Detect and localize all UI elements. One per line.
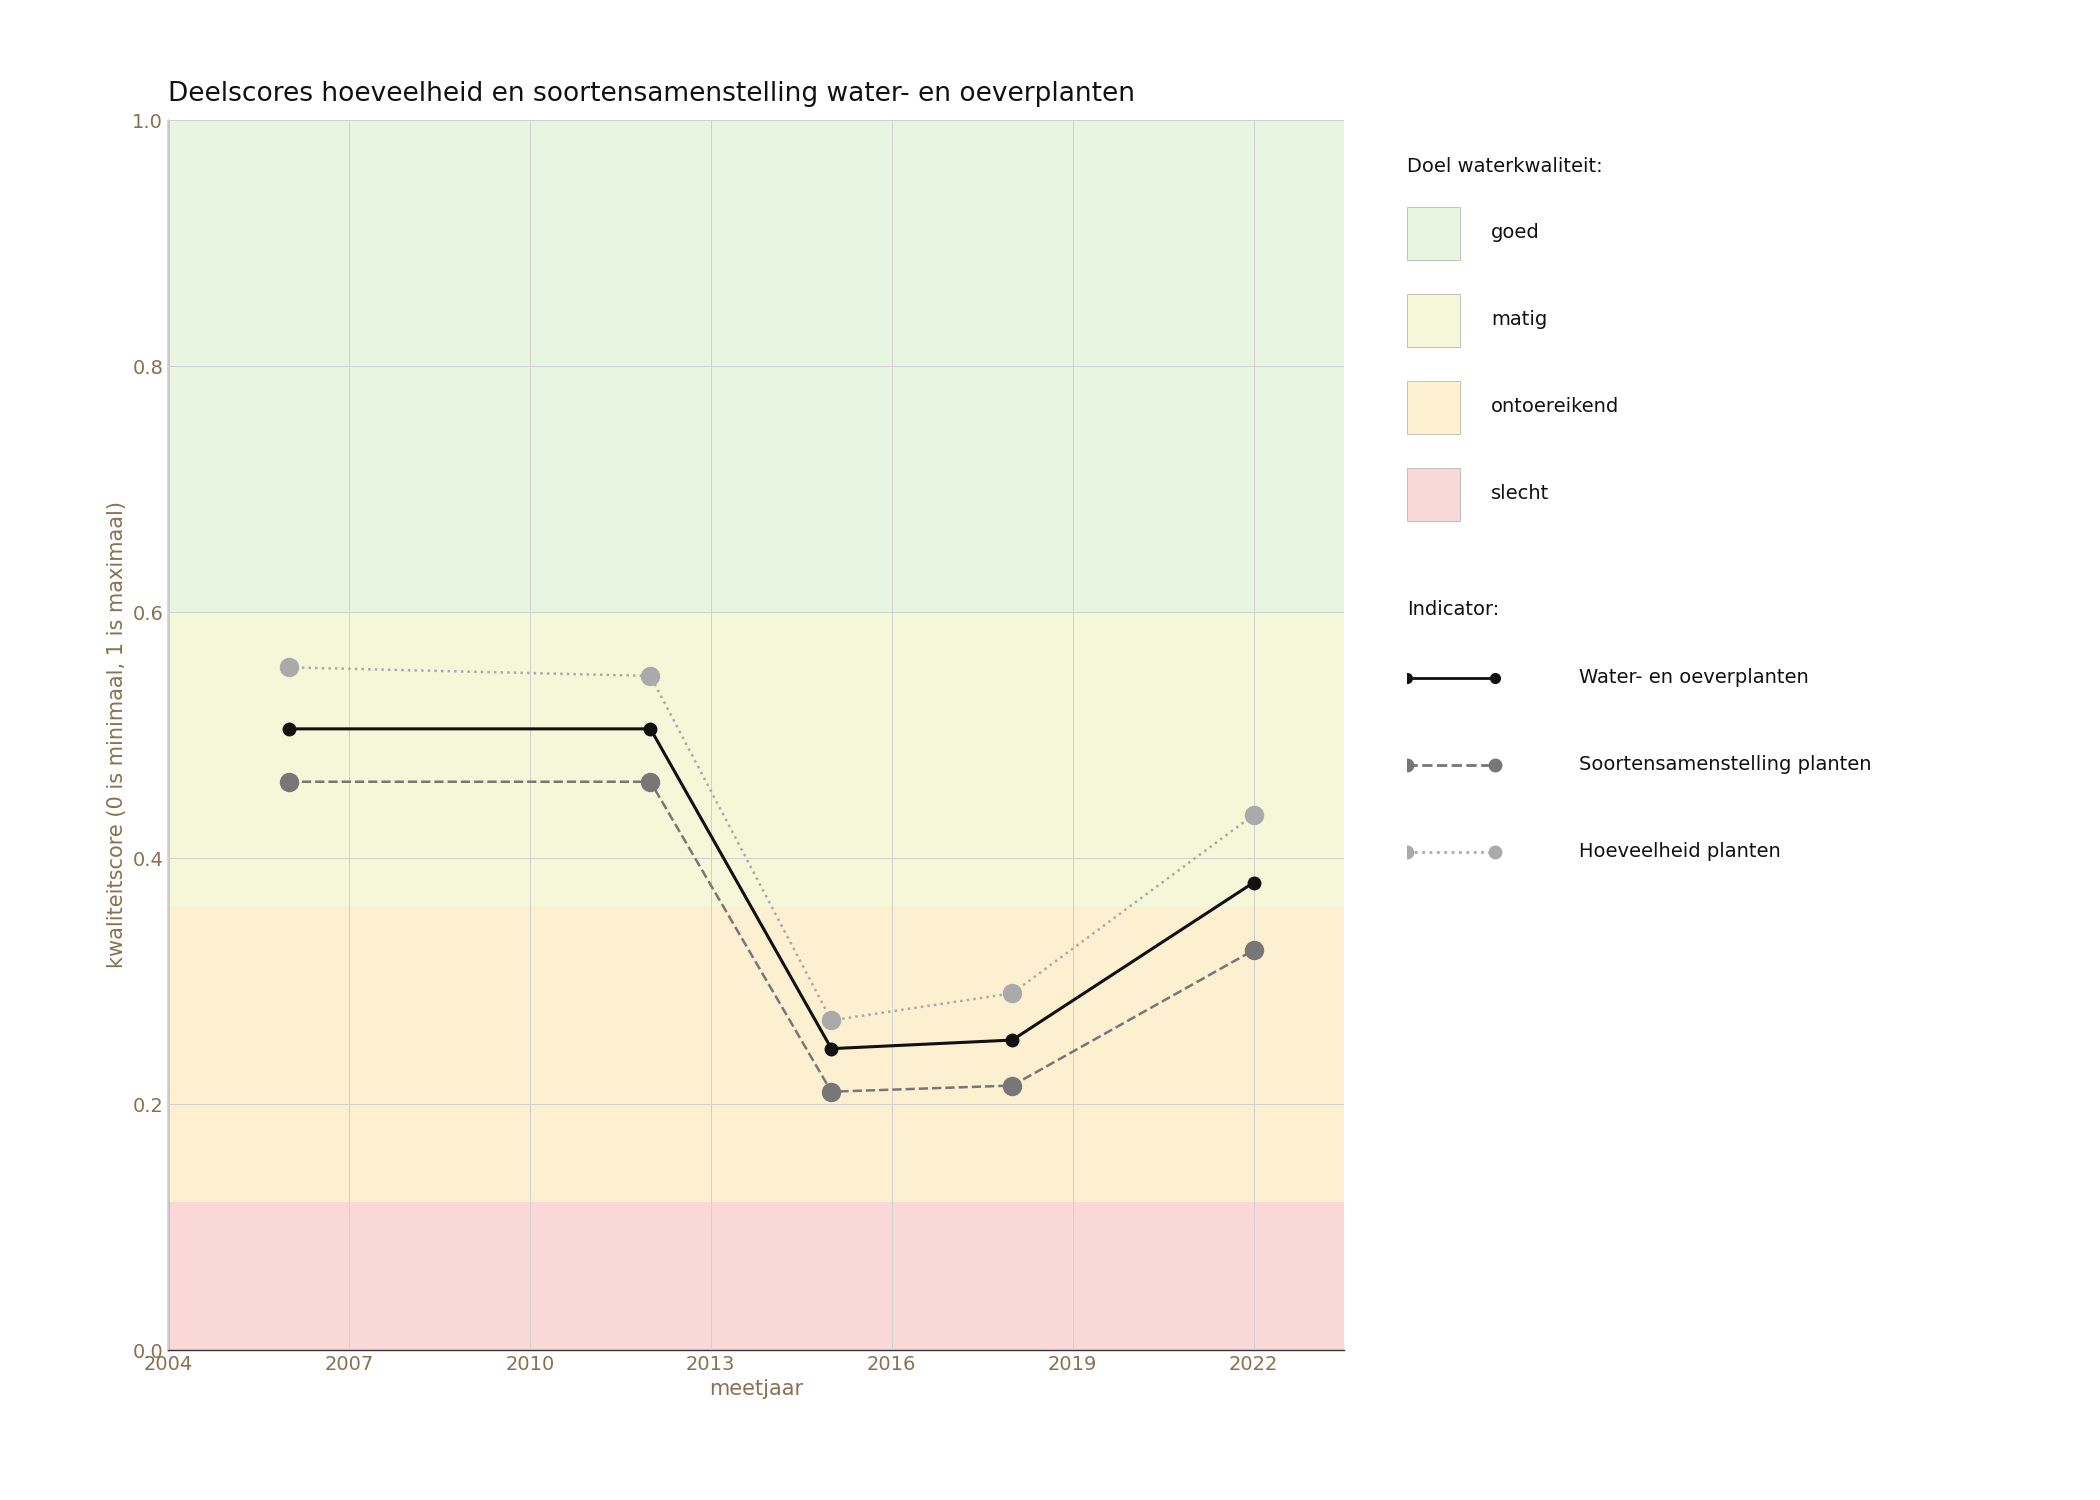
Text: matig: matig <box>1491 310 1548 328</box>
Text: goed: goed <box>1491 224 1539 242</box>
Hoeveelheid planten <box>1241 806 1266 824</box>
Bar <box>168 120 1344 612</box>
Text: Hoeveelheid planten: Hoeveelheid planten <box>1579 843 1781 861</box>
Text: Water- en oeverplanten: Water- en oeverplanten <box>1579 669 1808 687</box>
Text: slecht: slecht <box>1491 484 1550 502</box>
Hoeveelheid planten <box>1000 984 1025 1002</box>
Y-axis label: kwaliteitscore (0 is minimaal, 1 is maximaal): kwaliteitscore (0 is minimaal, 1 is maxi… <box>107 501 126 969</box>
Hoeveelheid planten <box>638 668 664 686</box>
Soortensamenstelling planten <box>638 772 664 790</box>
Water- en oeverplanten <box>638 720 664 738</box>
Soortensamenstelling planten <box>819 1083 844 1101</box>
Text: Soortensamenstelling planten: Soortensamenstelling planten <box>1579 756 1871 774</box>
Soortensamenstelling planten <box>1241 942 1266 960</box>
Text: Deelscores hoeveelheid en soortensamenstelling water- en oeverplanten: Deelscores hoeveelheid en soortensamenst… <box>168 81 1134 106</box>
Hoeveelheid planten <box>275 658 300 676</box>
Text: Doel waterkwaliteit:: Doel waterkwaliteit: <box>1407 158 1602 177</box>
Bar <box>168 908 1344 1203</box>
Soortensamenstelling planten <box>1000 1077 1025 1095</box>
Text: Indicator:: Indicator: <box>1407 600 1499 619</box>
Water- en oeverplanten <box>1241 873 1266 891</box>
Line: Hoeveelheid planten: Hoeveelheid planten <box>279 658 1262 1029</box>
Water- en oeverplanten <box>275 720 300 738</box>
Line: Soortensamenstelling planten: Soortensamenstelling planten <box>279 772 1262 1101</box>
Text: ontoereikend: ontoereikend <box>1491 398 1619 416</box>
Hoeveelheid planten <box>819 1011 844 1029</box>
Bar <box>168 612 1344 908</box>
Bar <box>168 1203 1344 1350</box>
Water- en oeverplanten <box>819 1040 844 1058</box>
Soortensamenstelling planten <box>275 772 300 790</box>
Water- en oeverplanten <box>1000 1030 1025 1048</box>
X-axis label: meetjaar: meetjaar <box>710 1380 802 1400</box>
Line: Water- en oeverplanten: Water- en oeverplanten <box>281 723 1260 1054</box>
